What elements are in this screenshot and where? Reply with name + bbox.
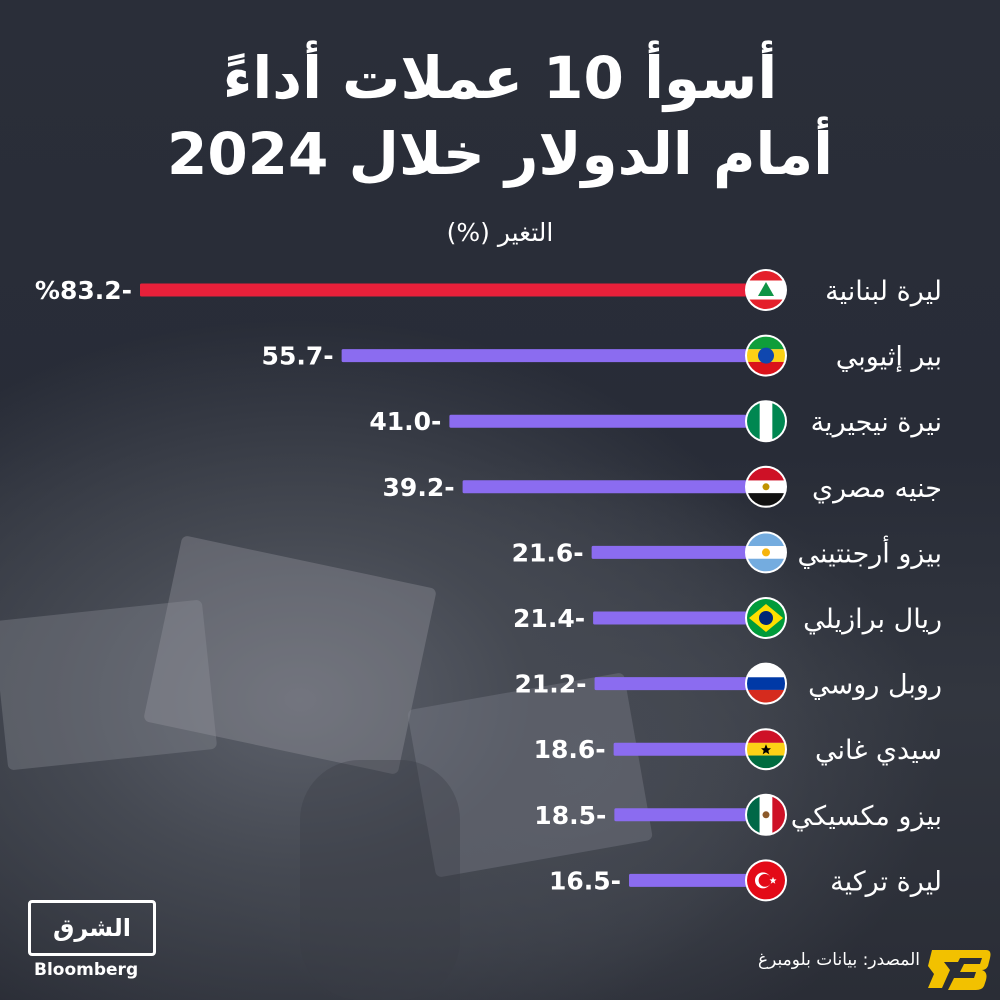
title-line-1: أسوأ 10 عملات أداءً xyxy=(222,44,778,112)
ghana-flag-icon xyxy=(747,730,785,769)
bar xyxy=(341,349,750,363)
chart-title: أسوأ 10 عملات أداءً أمام الدولار خلال 20… xyxy=(0,40,1000,192)
bar xyxy=(614,808,750,822)
bar-value-label: 41.0- xyxy=(369,407,441,436)
watermark-logo-icon xyxy=(928,950,991,990)
category-label: جنيه مصري xyxy=(812,473,942,504)
category-label: نيرة نيجيرية xyxy=(811,407,942,438)
turkey-flag-icon xyxy=(747,861,785,900)
bar-value-label: %83.2- xyxy=(35,276,132,305)
bar xyxy=(140,283,750,297)
category-label: ليرة تركية xyxy=(830,866,942,897)
lebanon-flag-icon xyxy=(747,271,785,309)
bar xyxy=(629,873,750,887)
asharq-logo: الشرق Bloomberg xyxy=(28,900,158,980)
source-note: المصدر: بيانات بلومبرغ xyxy=(758,950,920,970)
category-label: بير إثيوبي xyxy=(836,342,942,373)
bar xyxy=(462,480,750,494)
russia-flag-icon xyxy=(747,664,785,703)
category-label: سيدي غاني xyxy=(815,735,942,766)
category-label: بيزو مكسيكي xyxy=(791,801,942,832)
egypt-flag-icon xyxy=(747,467,785,506)
bar-value-label: 16.5- xyxy=(549,866,621,895)
category-label: بيزو أرجنتيني xyxy=(797,534,942,569)
nigeria-flag-icon xyxy=(747,402,785,441)
bar xyxy=(594,677,750,691)
bar xyxy=(593,611,750,625)
bar-value-label: 18.5- xyxy=(534,801,606,830)
unit-label: التغير (%) xyxy=(446,218,554,247)
hand-shape xyxy=(300,760,460,1000)
bar xyxy=(591,545,750,559)
bar-value-label: 21.4- xyxy=(513,604,585,633)
category-label: ليرة لبنانية xyxy=(825,276,942,307)
bar-value-label: 39.2- xyxy=(383,473,455,502)
bar-value-label: 21.6- xyxy=(512,538,584,567)
bar xyxy=(613,742,750,756)
bar-value-label: 21.2- xyxy=(515,670,587,699)
category-label: ريال برازيلي xyxy=(803,604,942,635)
ethiopia-flag-icon xyxy=(747,336,785,375)
logo-bloomberg: Bloomberg xyxy=(34,960,139,980)
title-line-2: أمام الدولار خلال 2024 xyxy=(166,120,834,188)
category-label: روبل روسي xyxy=(808,670,942,701)
bar xyxy=(449,414,750,428)
bar-value-label: 55.7- xyxy=(262,342,334,371)
brazil-flag-icon xyxy=(747,599,785,637)
mexico-flag-icon xyxy=(747,795,785,834)
logo-wordmark: الشرق xyxy=(28,900,156,956)
bar-value-label: 18.6- xyxy=(534,735,606,764)
argentina-flag-icon xyxy=(747,533,785,572)
